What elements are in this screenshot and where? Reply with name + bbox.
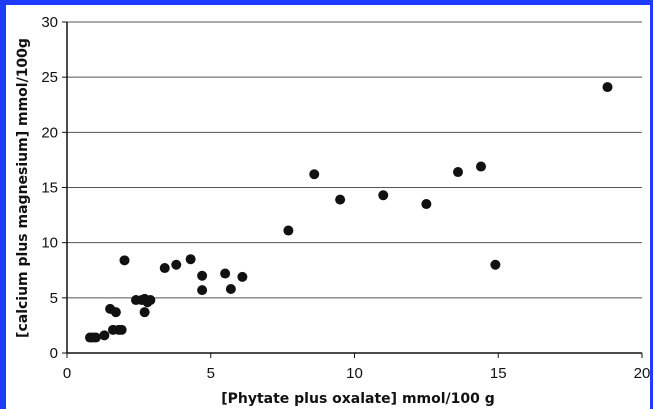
data-point <box>171 259 182 270</box>
y-tick-labels: 0 5 10 15 20 25 30 <box>41 14 58 362</box>
axes <box>62 21 643 358</box>
data-point <box>197 285 208 296</box>
frame-border-left <box>0 0 6 409</box>
gridlines <box>67 21 642 299</box>
data-point <box>453 167 463 178</box>
data-point <box>283 225 294 236</box>
data-point <box>197 270 208 281</box>
data-point <box>335 194 346 205</box>
data-point <box>225 284 236 295</box>
x-axis-title: [Phytate plus oxalate] mmol/100 g <box>221 391 495 407</box>
y-tick-label: 5 <box>50 290 58 307</box>
x-tick-label: 10 <box>346 365 363 382</box>
data-point <box>421 199 432 210</box>
data-point <box>476 161 486 172</box>
data-point <box>309 169 320 180</box>
y-tick-label: 20 <box>41 124 58 141</box>
x-tick-label: 5 <box>207 365 215 382</box>
data-point <box>220 268 231 279</box>
data-point <box>490 259 501 270</box>
x-tick-label: 0 <box>63 365 71 382</box>
data-point <box>119 255 130 266</box>
y-tick-label: 15 <box>41 180 58 197</box>
data-point <box>139 307 150 318</box>
data-point <box>110 307 121 318</box>
x-tick-label: 15 <box>490 365 507 382</box>
frame-border-top <box>0 0 653 5</box>
data-point <box>99 330 110 341</box>
data-points <box>85 82 613 343</box>
y-axis-title: [calcium plus magnesium] mmol/100g <box>15 38 31 338</box>
data-point <box>116 324 127 335</box>
y-tick-label: 0 <box>50 345 58 362</box>
y-tick-label: 25 <box>41 69 58 86</box>
data-point <box>90 332 101 343</box>
x-tick-label: 20 <box>634 365 651 382</box>
x-tick-labels: 0 5 10 15 20 <box>63 365 651 382</box>
y-tick-label: 30 <box>41 14 58 31</box>
y-tick-label: 10 <box>41 235 58 252</box>
data-point <box>159 263 170 274</box>
data-point <box>378 190 389 201</box>
frame-border-right <box>650 0 653 409</box>
data-point <box>237 271 248 282</box>
data-point <box>602 82 613 93</box>
data-point <box>185 254 196 265</box>
data-point <box>145 295 156 306</box>
